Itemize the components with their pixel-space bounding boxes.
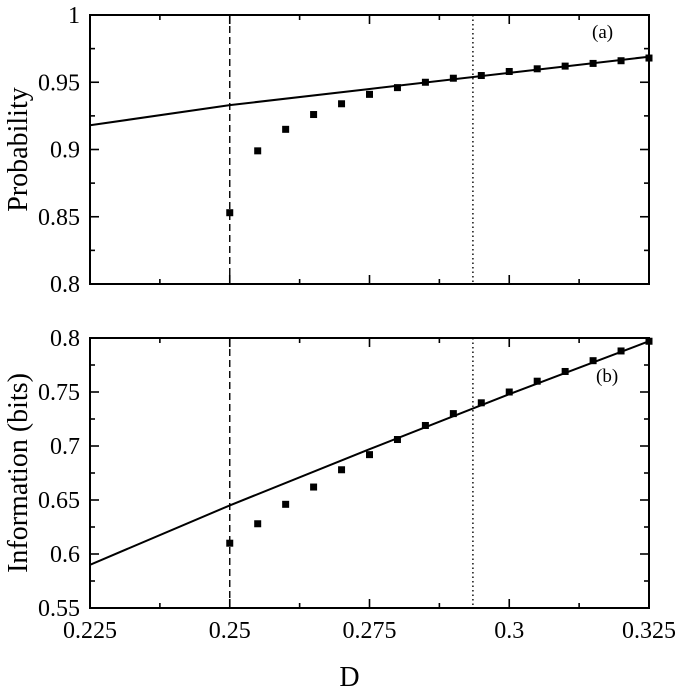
y-tick-label: 0.8 xyxy=(50,272,80,298)
data-point-marker xyxy=(366,451,373,459)
plot-frame xyxy=(89,14,650,285)
panel-a-probability: 0.8 0.85 0.9 0.95 1 Probability (a) xyxy=(3,3,653,298)
data-point-marker xyxy=(561,367,569,375)
y-tick-label: 0.65 xyxy=(38,488,80,514)
x-tick-label: 0.25 xyxy=(209,618,251,644)
data-point-marker xyxy=(617,57,625,65)
panel-label: (b) xyxy=(596,366,618,387)
data-point-marker xyxy=(282,125,290,133)
data-point-marker xyxy=(226,209,234,217)
data-point-marker xyxy=(449,74,457,82)
y-tick-label: 0.6 xyxy=(50,542,80,568)
y-tick-label: 0.55 xyxy=(38,596,80,622)
y-tick-label: 0.85 xyxy=(38,205,80,231)
data-point-marker xyxy=(533,377,541,385)
data-point-marker xyxy=(254,520,262,528)
x-tick-label: 0.275 xyxy=(343,618,397,644)
x-tick-label: 0.225 xyxy=(63,618,117,644)
data-point-marker xyxy=(533,65,541,73)
data-point-marker xyxy=(617,347,625,355)
data-point-marker xyxy=(282,500,290,508)
data-point-marker xyxy=(254,147,262,155)
panel-b-information: 0.225 0.25 0.275 0.3 0.325 0.55 0.6 0.65 0.7 0.75… xyxy=(3,326,676,693)
data-point-marker xyxy=(561,62,569,70)
x-tick-label: 0.3 xyxy=(494,618,524,644)
data-point-marker xyxy=(366,90,373,98)
data-point-marker xyxy=(393,436,401,444)
data-point-marker xyxy=(505,388,513,396)
theory-curve xyxy=(90,55,649,127)
y-tick-label: 0.95 xyxy=(38,70,80,96)
data-point-marker xyxy=(226,539,234,547)
y-tick-label: 0.7 xyxy=(50,434,80,460)
x-tick-label: 0.325 xyxy=(622,618,676,644)
panel-label: (a) xyxy=(592,22,613,43)
y-axis-label: Information (bits) xyxy=(3,373,34,573)
data-point-marker xyxy=(310,111,318,119)
data-point-marker xyxy=(421,421,429,429)
data-point-marker xyxy=(477,399,485,407)
data-point-marker xyxy=(449,410,457,418)
data-point-marker xyxy=(338,100,346,108)
y-axis-label: Probability xyxy=(3,87,34,211)
data-point-marker xyxy=(393,84,401,92)
y-tick-label: 1 xyxy=(68,3,80,29)
y-tick-label: 0.8 xyxy=(50,326,80,352)
data-point-marker xyxy=(338,466,346,474)
data-point-marker xyxy=(477,72,485,80)
data-point-marker xyxy=(505,67,513,75)
data-point-marker xyxy=(589,357,597,365)
data-point-marker xyxy=(310,483,318,491)
x-axis-label: D xyxy=(339,662,359,693)
data-point-marker xyxy=(421,78,429,86)
data-point-marker xyxy=(589,59,597,67)
y-tick-label: 0.75 xyxy=(38,380,80,406)
plot-frame xyxy=(89,337,650,609)
theory-curve xyxy=(90,340,649,566)
y-tick-label: 0.9 xyxy=(50,138,80,164)
